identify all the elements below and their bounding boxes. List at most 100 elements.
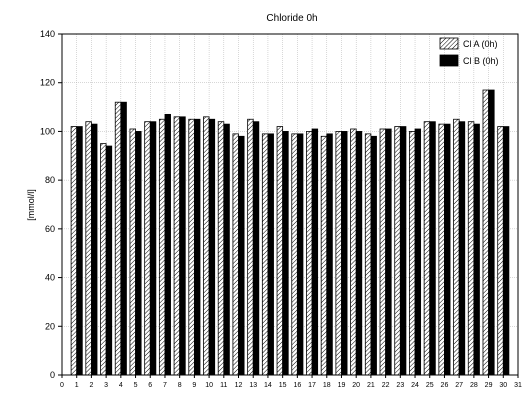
bar-series-b — [193, 118, 201, 376]
bar-series-b — [296, 133, 304, 376]
bar-series-b — [444, 123, 451, 376]
bar-series-a — [217, 121, 225, 376]
x-tick-label: 8 — [178, 382, 182, 389]
y-tick-label: 0 — [50, 370, 55, 380]
x-tick-label: 23 — [396, 382, 404, 389]
bar-series-a — [379, 128, 387, 376]
bar-series-a — [467, 121, 475, 376]
bar-series-a — [364, 133, 372, 376]
bar-series-a — [335, 131, 342, 376]
y-axis-ticks: 0 20 40 60 80 100 120 140 — [40, 29, 62, 380]
x-tick-label: 24 — [411, 382, 419, 389]
x-tick-label: 20 — [352, 382, 360, 389]
x-tick-label: 11 — [220, 382, 227, 389]
bar-series-b — [105, 145, 113, 376]
y-tick-label: 140 — [40, 29, 55, 39]
bar-series-b — [385, 128, 392, 376]
x-tick-label: 10 — [205, 382, 213, 389]
bar-series-a — [438, 123, 445, 376]
legend: Cl A (0h) Cl B (0h) — [439, 37, 499, 67]
x-tick-label: 13 — [249, 382, 257, 389]
bar-series-a — [247, 118, 254, 376]
x-tick-label: 9 — [192, 382, 196, 389]
x-tick-label: 31 — [514, 382, 522, 389]
bar-series-a — [453, 118, 460, 376]
x-tick-label: 26 — [441, 382, 449, 389]
x-tick-label: 25 — [426, 382, 434, 389]
bar-series-a — [423, 121, 431, 376]
bar-series-b — [164, 113, 171, 376]
bar-series-a — [320, 135, 328, 376]
bar-series-b — [473, 123, 480, 376]
bar-series-a — [306, 131, 313, 376]
bar-series-b — [502, 126, 510, 376]
y-tick-label: 40 — [45, 273, 55, 283]
bar-series-a — [409, 131, 416, 376]
legend-label-b: Cl B (0h) — [463, 56, 499, 66]
x-tick-label: 28 — [470, 382, 478, 389]
x-tick-label: 3 — [104, 382, 108, 389]
bar-series-a — [70, 126, 78, 376]
x-tick-label: 6 — [148, 382, 152, 389]
y-tick-label: 60 — [45, 224, 55, 234]
bar-series-a — [232, 133, 239, 376]
y-tick-label: 20 — [45, 321, 55, 331]
bar-series-a — [158, 118, 166, 376]
bar-series-b — [135, 131, 142, 376]
bars — [70, 89, 510, 376]
bar-series-b — [341, 131, 348, 376]
bar-series-b — [208, 118, 216, 376]
x-tick-label: 19 — [338, 382, 346, 389]
bar-series-b — [179, 116, 186, 376]
bar-series-a — [261, 133, 269, 376]
bar-series-a — [144, 121, 151, 376]
bar-series-b — [223, 123, 230, 376]
bar-series-b — [414, 128, 422, 376]
bar-series-a — [394, 126, 401, 376]
bar-series-b — [91, 123, 98, 376]
x-tick-label: 14 — [264, 382, 272, 389]
x-tick-label: 2 — [89, 382, 93, 389]
bar-series-a — [497, 126, 504, 376]
legend-swatch-a — [439, 37, 459, 50]
bar-series-a — [276, 126, 284, 376]
y-tick-label: 100 — [40, 126, 55, 136]
x-tick-label: 5 — [134, 382, 138, 389]
bar-series-a — [188, 118, 195, 376]
x-tick-label: 7 — [163, 382, 167, 389]
bar-series-a — [482, 89, 489, 376]
bar-series-b — [311, 128, 319, 376]
bar-series-b — [282, 131, 289, 376]
bar-series-b — [120, 101, 127, 376]
x-tick-label: 17 — [308, 382, 316, 389]
x-axis-ticks: 0 1 2 3 4 5 6 7 8 9 10 11 12 13 14 15 16 17 18 19 20 21 22 23 24… — [60, 375, 522, 389]
bar-series-b — [399, 126, 407, 376]
bar-series-b — [238, 135, 245, 376]
x-tick-label: 29 — [485, 382, 493, 389]
x-tick-label: 18 — [323, 382, 331, 389]
bar-series-a — [173, 116, 181, 376]
bar-series-b — [267, 133, 274, 376]
bar-series-b — [149, 121, 157, 376]
x-tick-label: 1 — [75, 382, 79, 389]
x-tick-label: 12 — [235, 382, 243, 389]
bar-series-b — [76, 126, 83, 376]
legend-label-a: Cl A (0h) — [463, 39, 498, 49]
y-axis-label: [mmol/l] — [26, 189, 36, 221]
y-tick-label: 80 — [45, 175, 55, 185]
bar-series-a — [100, 143, 107, 376]
legend-swatch-b — [439, 54, 459, 67]
bar-series-a — [114, 101, 122, 376]
y-tick-label: 120 — [40, 78, 55, 88]
bar-series-b — [370, 135, 377, 376]
bar-series-a — [129, 128, 136, 376]
bar-series-b — [488, 89, 495, 376]
bar-series-a — [291, 133, 298, 376]
bar-series-a — [85, 121, 92, 376]
x-tick-label: 27 — [455, 382, 463, 389]
x-tick-label: 21 — [367, 382, 375, 389]
chart-title: Chloride 0h — [266, 13, 317, 24]
x-tick-label: 0 — [60, 382, 64, 389]
x-tick-label: 30 — [499, 382, 507, 389]
